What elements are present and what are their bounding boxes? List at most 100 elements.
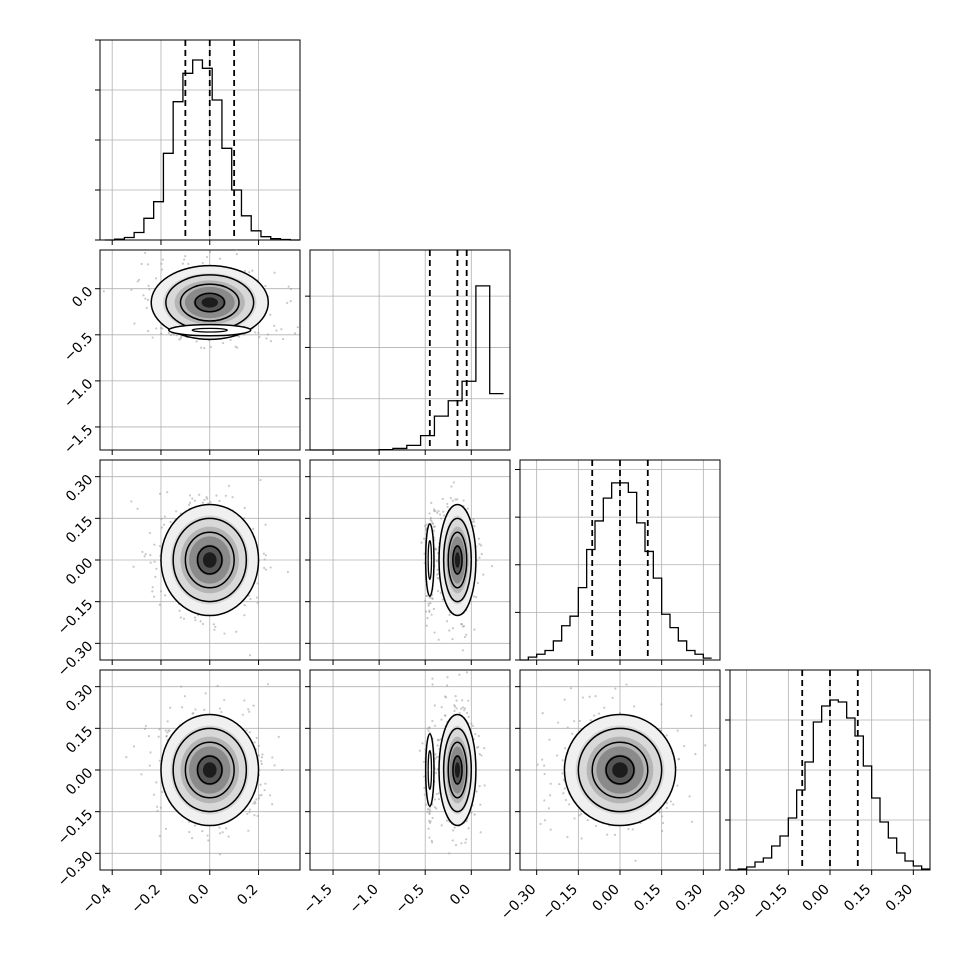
scatter-point [658,811,661,814]
scatter-point [437,509,440,513]
scatter-point [431,719,434,723]
scatter-point [260,762,263,765]
scatter-point [472,518,475,521]
scatter-point [433,806,436,809]
scatter-point [199,620,202,623]
contour-1 [577,727,663,813]
x-tick-label: −0.5 [393,882,428,917]
scatter-point [144,724,148,728]
scatter-point [449,496,452,500]
x-tick-label: −1.5 [301,882,336,917]
scatter-point [201,829,204,833]
scatter-point [431,816,434,820]
scatter-point [223,698,226,702]
scatter-point [425,594,428,598]
scatter-point [436,589,440,593]
y-tick-label: 0.15 [63,513,96,546]
scatter-point [463,635,467,639]
scatter-point [562,792,565,795]
scatter-point [561,772,564,775]
scatter-point [442,510,445,513]
scatter-point [167,729,170,732]
scatter-point [418,749,421,752]
scatter-point [260,793,263,797]
scatter-point [563,698,566,701]
scatter-point [470,811,473,814]
scatter-point [475,790,478,793]
scatter-point [248,710,251,713]
scatter-point [163,515,166,518]
scatter-point [293,332,297,335]
scatter-point [536,763,539,766]
scatter-point [454,694,457,698]
scatter-point [665,801,669,805]
scatter-point [625,683,628,686]
contour-2 [179,283,240,322]
scatter-point [445,620,449,623]
histogram-2 [520,482,712,661]
scatter-point [451,829,455,832]
scatter-point [164,729,167,732]
scatter-point [246,812,249,816]
scatter-point [431,683,434,686]
scatter-point [683,744,686,748]
scatter-point [205,255,209,259]
scatter-point [194,619,197,622]
panel-2-1 [305,459,511,665]
scatter-point [562,778,565,781]
scatter-point [273,324,276,327]
scatter-point [137,278,141,282]
scatter-point [428,810,432,813]
scatter-point [265,337,268,340]
panel-frame [99,249,301,451]
scatter-point [231,496,234,499]
scatter-point [132,565,135,568]
scatter-point [144,251,147,255]
scatter-point [476,581,479,585]
scatter-point [440,824,443,827]
scatter-point [280,328,283,331]
scatter-point [162,523,166,526]
scatter-point [195,244,197,246]
scatter-point [463,707,467,710]
scatter-point [548,738,551,741]
scatter-point [179,616,182,619]
scatter-point [194,708,197,711]
scatter-point [151,586,154,589]
panel-frame [309,669,511,871]
scatter-point [594,695,597,698]
scatter-point [581,696,585,699]
x-tick-label: 0.00 [589,882,622,915]
scatter-point [147,284,150,288]
scatter-point [467,715,470,718]
scatter-point [472,520,476,523]
scatter-point [165,735,168,738]
scatter-point [426,810,429,814]
scatter-point [218,257,222,260]
contour-3 [452,545,463,575]
panel-3-0 [95,669,301,875]
scatter-point [251,269,254,272]
scatter-point [632,705,636,708]
scatter-point [549,782,552,785]
scatter-point [159,326,162,330]
scatter-point [423,786,426,790]
scatter-point [441,598,444,601]
scatter-point [462,499,465,502]
scatter-point [432,508,436,511]
scatter-point [257,797,261,800]
scatter-point [259,478,262,482]
scatter-point [451,839,454,842]
joint-content [420,481,494,652]
panel-1-0 [95,244,301,455]
panel-0-0 [95,39,301,245]
scatter-point [473,813,476,816]
scatter-point [257,744,260,747]
scatter-point [539,822,542,826]
scatter-point [440,706,443,709]
scatter-point [479,544,483,547]
joint-content [125,683,284,856]
scatter-point [206,834,209,837]
scatter-point [631,828,634,831]
scatter-point [281,768,284,772]
